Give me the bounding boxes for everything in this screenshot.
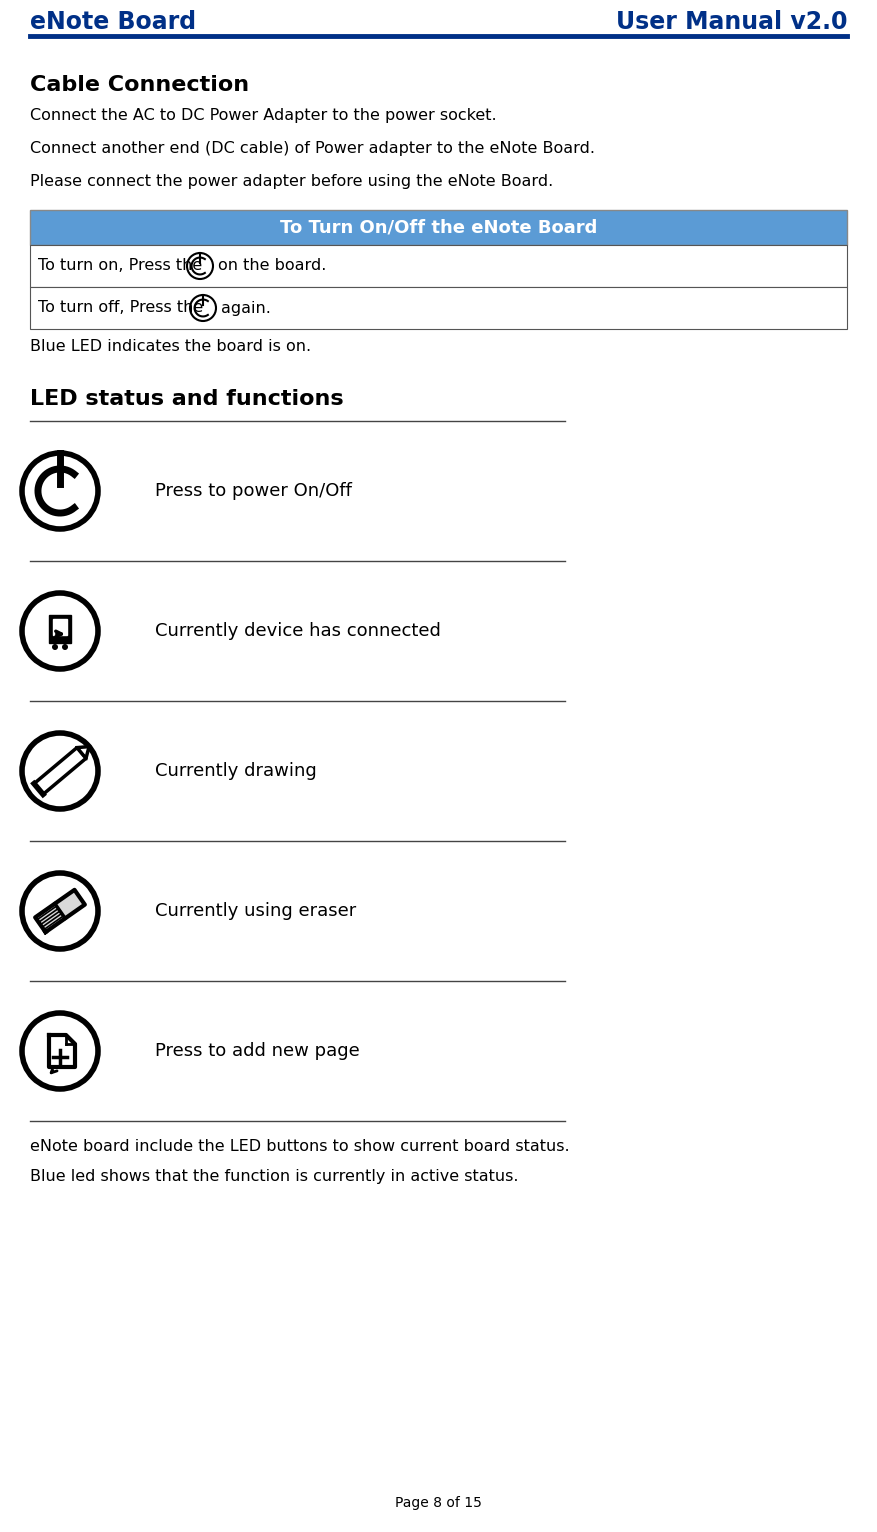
- Text: Page 8 of 15: Page 8 of 15: [395, 1497, 482, 1511]
- Text: To turn on, Press the: To turn on, Press the: [38, 259, 203, 274]
- FancyBboxPatch shape: [30, 245, 847, 286]
- Text: To Turn On/Off the eNote Board: To Turn On/Off the eNote Board: [280, 219, 597, 236]
- Text: Currently drawing: Currently drawing: [155, 761, 317, 780]
- Text: eNote Board: eNote Board: [30, 11, 196, 34]
- Text: Please connect the power adapter before using the eNote Board.: Please connect the power adapter before …: [30, 175, 553, 188]
- FancyBboxPatch shape: [30, 210, 847, 245]
- Text: Connect the AC to DC Power Adapter to the power socket.: Connect the AC to DC Power Adapter to th…: [30, 107, 496, 123]
- Text: LED status and functions: LED status and functions: [30, 389, 344, 409]
- FancyBboxPatch shape: [30, 286, 847, 329]
- Text: Currently device has connected: Currently device has connected: [155, 622, 441, 640]
- Text: Press to power On/Off: Press to power On/Off: [155, 483, 352, 499]
- Circle shape: [52, 643, 58, 650]
- Text: Cable Connection: Cable Connection: [30, 75, 249, 95]
- Text: Blue LED indicates the board is on.: Blue LED indicates the board is on.: [30, 339, 311, 354]
- Circle shape: [62, 643, 68, 650]
- Text: again.: again.: [221, 300, 271, 316]
- Text: Press to add new page: Press to add new page: [155, 1042, 360, 1060]
- Text: Connect another end (DC cable) of Power adapter to the eNote Board.: Connect another end (DC cable) of Power …: [30, 141, 595, 156]
- Bar: [49, 614, 71, 643]
- Text: on the board.: on the board.: [218, 259, 326, 274]
- Bar: [53, 619, 67, 634]
- Polygon shape: [35, 890, 85, 931]
- Text: To turn off, Press the: To turn off, Press the: [38, 300, 203, 316]
- Text: User Manual v2.0: User Manual v2.0: [616, 11, 847, 34]
- Text: Currently using eraser: Currently using eraser: [155, 902, 356, 921]
- Text: Blue led shows that the function is currently in active status.: Blue led shows that the function is curr…: [30, 1169, 518, 1184]
- Text: eNote board include the LED buttons to show current board status.: eNote board include the LED buttons to s…: [30, 1138, 570, 1154]
